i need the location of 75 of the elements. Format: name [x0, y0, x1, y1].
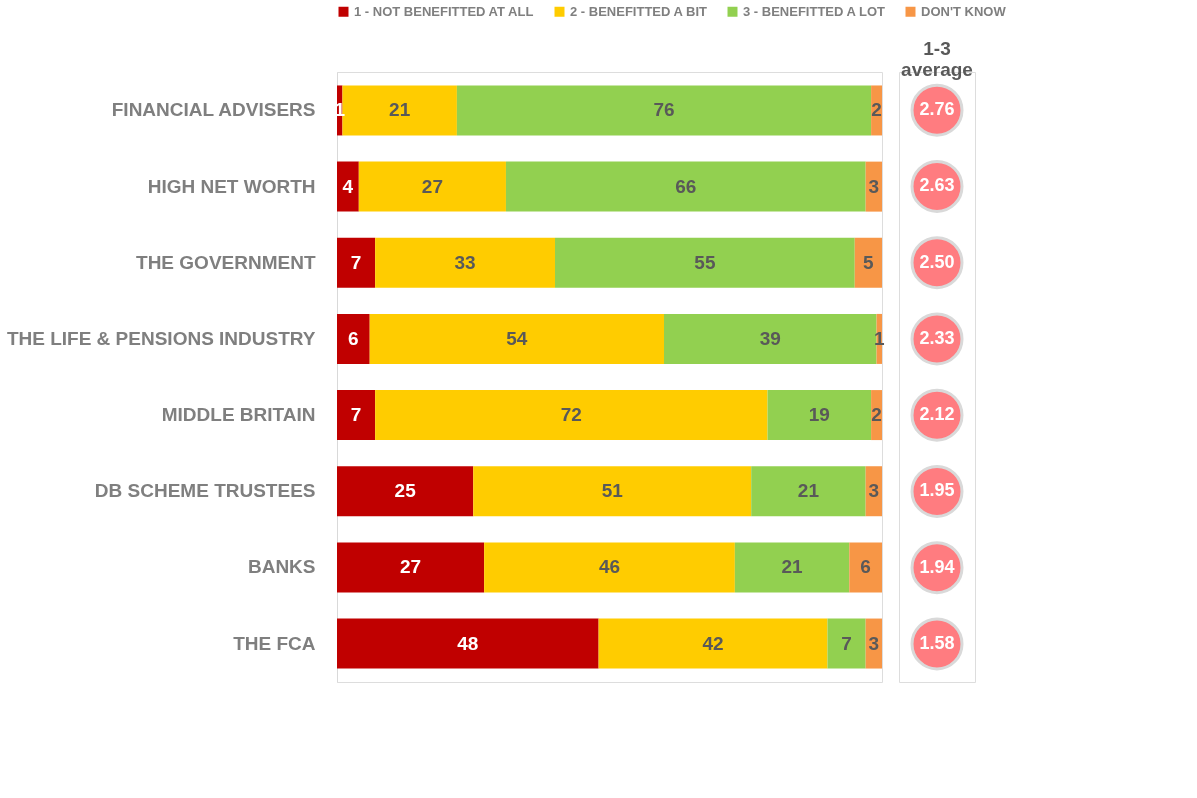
bar [337, 618, 599, 669]
data-label: 3 [868, 632, 880, 654]
data-label: 48 [457, 632, 479, 654]
data-label: 4 [342, 175, 354, 197]
data-label: 51 [601, 480, 624, 502]
bar [375, 390, 768, 441]
bar [505, 161, 866, 212]
bar [767, 390, 872, 441]
data-label: 3 [868, 175, 880, 197]
y-tick-label: FINANCIAL ADVISERS [111, 99, 316, 121]
data-label: 5 [863, 251, 875, 273]
bar [337, 466, 474, 517]
data-label: 55 [694, 251, 716, 273]
data-label: 33 [454, 251, 476, 273]
data-label: 27 [400, 556, 422, 578]
data-label: 39 [759, 327, 781, 349]
y-tick-label: MIDDLE BRITAIN [161, 404, 316, 426]
y-tick-label: HIGH NET WORTH [147, 175, 316, 197]
text: 2.33 [919, 327, 955, 348]
bar [375, 237, 555, 288]
text: 1-3 average [901, 38, 973, 80]
data-label: 54 [506, 327, 528, 349]
bar [849, 542, 882, 593]
data-label: 72 [560, 404, 582, 426]
bar [456, 85, 872, 136]
bar [369, 313, 664, 364]
data-label: 21 [797, 480, 820, 502]
legend-label: 2 - BENEFITTED A BIT [570, 3, 708, 19]
text: 2.63 [919, 175, 955, 196]
text: 2.50 [919, 251, 955, 272]
text: 2.76 [919, 99, 955, 120]
data-label: 21 [781, 556, 804, 578]
data-label: 25 [394, 480, 417, 502]
legend-label: 1 - NOT BENEFITTED AT ALL [354, 3, 534, 19]
y-tick-label: THE LIFE & PENSIONS INDUSTRY [6, 327, 316, 349]
data-label: 6 [348, 327, 359, 349]
data-label: 7 [350, 404, 362, 426]
data-label: 2 [871, 99, 882, 121]
bar [337, 313, 370, 364]
data-label: 66 [675, 175, 697, 197]
bar [854, 237, 882, 288]
text: 1.94 [919, 556, 955, 577]
text: 1.58 [919, 632, 955, 653]
bar [473, 466, 752, 517]
bar [337, 237, 376, 288]
text: 2.12 [919, 404, 955, 425]
bar [598, 618, 828, 669]
text: 1.95 [919, 480, 955, 501]
data-label: 21 [389, 99, 411, 121]
legend-label: DON'T KNOW [921, 3, 1007, 19]
bar [358, 161, 506, 212]
data-label: 42 [702, 632, 724, 654]
bar [555, 237, 855, 288]
data-label: 7 [841, 632, 852, 654]
data-label: 7 [350, 251, 362, 273]
bar [337, 542, 485, 593]
y-tick-label: BANKS [247, 556, 316, 578]
y-tick-label: THE FCA [233, 632, 316, 654]
bar [664, 313, 877, 364]
legend-label: 3 - BENEFITTED A LOT [743, 3, 886, 19]
data-label: 6 [860, 556, 871, 578]
data-label: 19 [808, 404, 830, 426]
data-label: 46 [598, 556, 621, 578]
bar [337, 390, 376, 441]
y-tick-label: DB SCHEME TRUSTEES [94, 480, 316, 502]
data-label: 76 [653, 99, 675, 121]
bar [734, 542, 850, 593]
y-tick-label: THE GOVERNMENT [136, 251, 316, 273]
bar [751, 466, 866, 517]
bar [484, 542, 735, 593]
bar [827, 618, 866, 669]
data-label: 3 [868, 480, 880, 502]
data-label: 2 [871, 404, 882, 426]
bar [337, 161, 359, 212]
data-label: 27 [421, 175, 443, 197]
